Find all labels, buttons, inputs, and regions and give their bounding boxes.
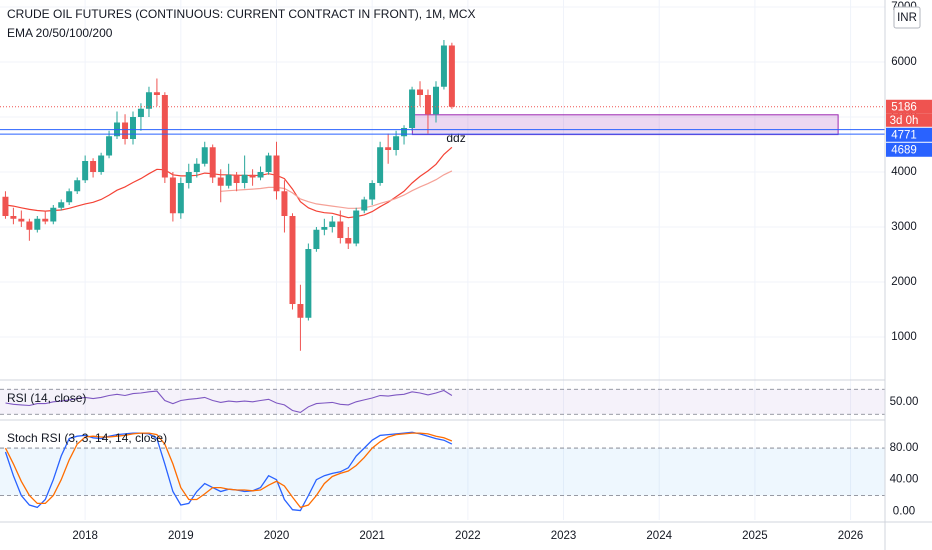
- candle-body: [90, 161, 97, 173]
- candle-body: [26, 221, 33, 230]
- demand-zone: [411, 114, 839, 136]
- axes: 2018 2019 2020 2021 2022 2023 2024 2025 2026 1000…: [72, 1, 932, 542]
- candle-body: [233, 174, 240, 184]
- candle-body: [448, 45, 455, 107]
- candle-body: [185, 172, 192, 184]
- x-tick-label: 2026: [838, 530, 864, 542]
- candle-body: [440, 45, 447, 87]
- candle-body: [305, 249, 312, 318]
- candle-body: [18, 218, 25, 222]
- candle-body: [50, 207, 57, 222]
- candle-body: [249, 174, 256, 178]
- candle-body: [377, 147, 384, 184]
- candle-body: [153, 92, 160, 95]
- price-label-box: [886, 127, 932, 142]
- x-tick-label: 2019: [168, 530, 194, 542]
- candle-body: [424, 94, 431, 115]
- candle-body: [193, 163, 200, 173]
- band-fill: [0, 389, 885, 415]
- chart-title: CRUDE OIL FUTURES (CONTINUOUS: CURRENT C…: [7, 7, 475, 21]
- candle-body: [432, 86, 439, 115]
- candle-body: [209, 147, 216, 178]
- candle-body: [281, 191, 288, 217]
- y-tick-label: 6000: [891, 56, 917, 68]
- candle-body: [2, 196, 9, 217]
- x-tick-label: 2018: [72, 530, 98, 542]
- candle-body: [385, 147, 392, 151]
- candle-body: [201, 147, 208, 164]
- x-tick-label: 2024: [646, 530, 672, 542]
- candle-body: [122, 122, 129, 139]
- candle-body: [145, 92, 152, 109]
- line: [5, 389, 453, 413]
- candle-body: [217, 177, 224, 186]
- candle-body: [129, 116, 136, 139]
- candle-body: [225, 174, 232, 186]
- band-fill: [0, 448, 885, 496]
- price-label-box: [886, 142, 932, 157]
- candle-body: [361, 199, 368, 211]
- price-label-box: [886, 99, 932, 114]
- candle-body: [289, 216, 296, 305]
- y-tick-label: 40.00: [890, 474, 919, 486]
- price-label: 4771: [891, 129, 917, 141]
- y-tick-label: 80.00: [890, 442, 919, 454]
- candle-body: [257, 172, 264, 178]
- candle-body: [66, 191, 73, 203]
- candle-body: [10, 216, 17, 219]
- price-label: 5186: [891, 101, 917, 113]
- candle-body: [345, 238, 352, 244]
- candle-body: [329, 221, 336, 228]
- candle-body: [241, 174, 248, 184]
- y-tick-label: 50.00: [890, 396, 919, 408]
- currency-box[interactable]: [893, 6, 921, 29]
- y-tick-label: 2000: [891, 276, 917, 288]
- candle-body: [369, 183, 376, 200]
- y-tick-label: 3000: [891, 221, 917, 233]
- candle-body: [98, 155, 105, 173]
- candle-body: [353, 210, 360, 244]
- line: [4, 432, 453, 509]
- x-tick-label: 2022: [455, 530, 481, 542]
- candle-body: [42, 218, 49, 222]
- zone-label: ddz: [446, 131, 465, 145]
- candle-body: [337, 221, 344, 239]
- x-tick-label: 2020: [264, 530, 290, 542]
- plot: ddz: [0, 39, 885, 512]
- countdown-box: [886, 113, 932, 127]
- candle-body: [161, 94, 168, 178]
- candle-body: [417, 89, 424, 95]
- indicator-legend: EMA 20/50/100/200: [7, 26, 113, 40]
- candle-body: [106, 136, 113, 156]
- y-tick-label: 1000: [891, 331, 917, 343]
- candle-body: [74, 180, 81, 192]
- candle-body: [177, 183, 184, 214]
- stoch-rsi-title: Stoch RSI (3, 3, 14, 14, close): [7, 431, 167, 445]
- candle-body: [321, 227, 328, 230]
- candle-body: [313, 229, 320, 250]
- currency[interactable]: INR: [897, 12, 917, 24]
- price-label: 4689: [891, 144, 917, 156]
- candle-body: [409, 89, 416, 128]
- candle-body: [265, 155, 272, 173]
- candle-body: [297, 304, 304, 318]
- y-tick-label: 0.00: [893, 505, 915, 517]
- candle-body: [58, 202, 65, 208]
- x-tick-label: 2021: [359, 530, 385, 542]
- candle-body: [169, 177, 176, 214]
- rsi-title: RSI (14, close): [7, 391, 86, 405]
- candle-body: [401, 127, 408, 137]
- candle-body: [273, 155, 280, 192]
- candle-body: [137, 108, 144, 117]
- candle-body: [393, 136, 400, 151]
- y-tick-label: 4000: [891, 166, 917, 178]
- candle-body: [34, 218, 41, 230]
- x-tick-label: 2025: [742, 530, 768, 542]
- line: [220, 170, 453, 209]
- candle-body: [82, 161, 89, 181]
- countdown: 3d 0h: [890, 115, 919, 127]
- x-tick-label: 2023: [551, 530, 577, 542]
